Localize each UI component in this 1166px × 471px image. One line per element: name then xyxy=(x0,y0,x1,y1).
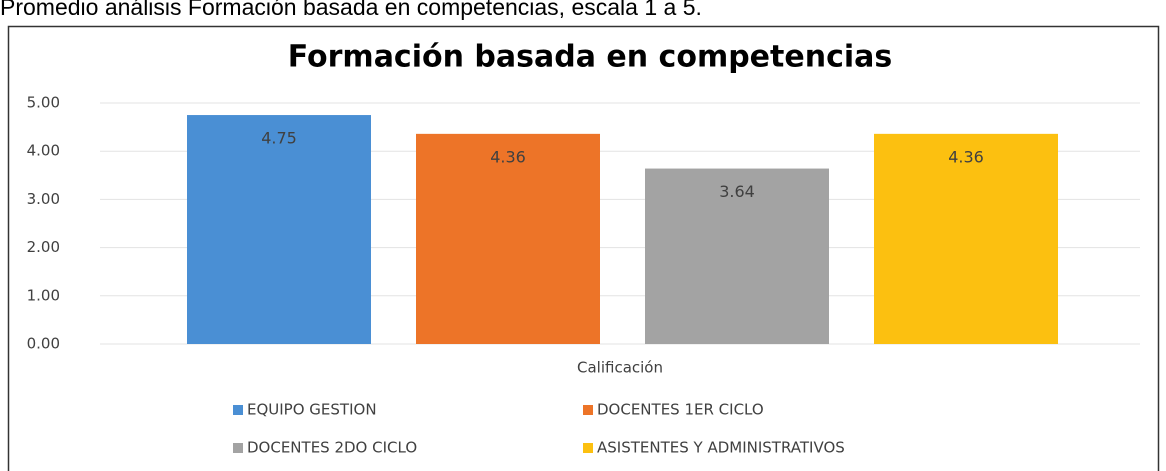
legend-label: DOCENTES 2DO CICLO xyxy=(247,439,417,457)
bar xyxy=(645,168,829,344)
caption: Promedio análisis Formación basada en co… xyxy=(0,0,702,20)
legend-swatch xyxy=(233,443,243,453)
bar xyxy=(874,133,1058,344)
legend-swatch xyxy=(583,405,593,415)
value-label: 3.64 xyxy=(719,182,755,201)
y-tick-label: 3.00 xyxy=(27,190,60,208)
chart-title: Formación basada en competencias xyxy=(288,40,892,75)
value-label: 4.36 xyxy=(948,147,984,166)
value-label: 4.36 xyxy=(490,147,526,166)
bar xyxy=(187,115,371,344)
bar xyxy=(416,133,600,344)
y-tick-label: 2.00 xyxy=(27,238,60,256)
y-tick-label: 5.00 xyxy=(27,94,60,112)
legend-label: DOCENTES 1ER CICLO xyxy=(597,401,764,419)
legend-label: EQUIPO GESTION xyxy=(247,401,377,419)
value-label: 4.75 xyxy=(261,129,297,148)
y-tick-label: 4.00 xyxy=(27,142,60,160)
y-tick-label: 0.00 xyxy=(27,335,60,353)
legend-swatch xyxy=(233,405,243,415)
x-tick-label: Calificación xyxy=(577,359,663,377)
y-tick-label: 1.00 xyxy=(27,286,60,304)
legend-label: ASISTENTES Y ADMINISTRATIVOS xyxy=(597,439,845,457)
legend-swatch xyxy=(583,443,593,453)
